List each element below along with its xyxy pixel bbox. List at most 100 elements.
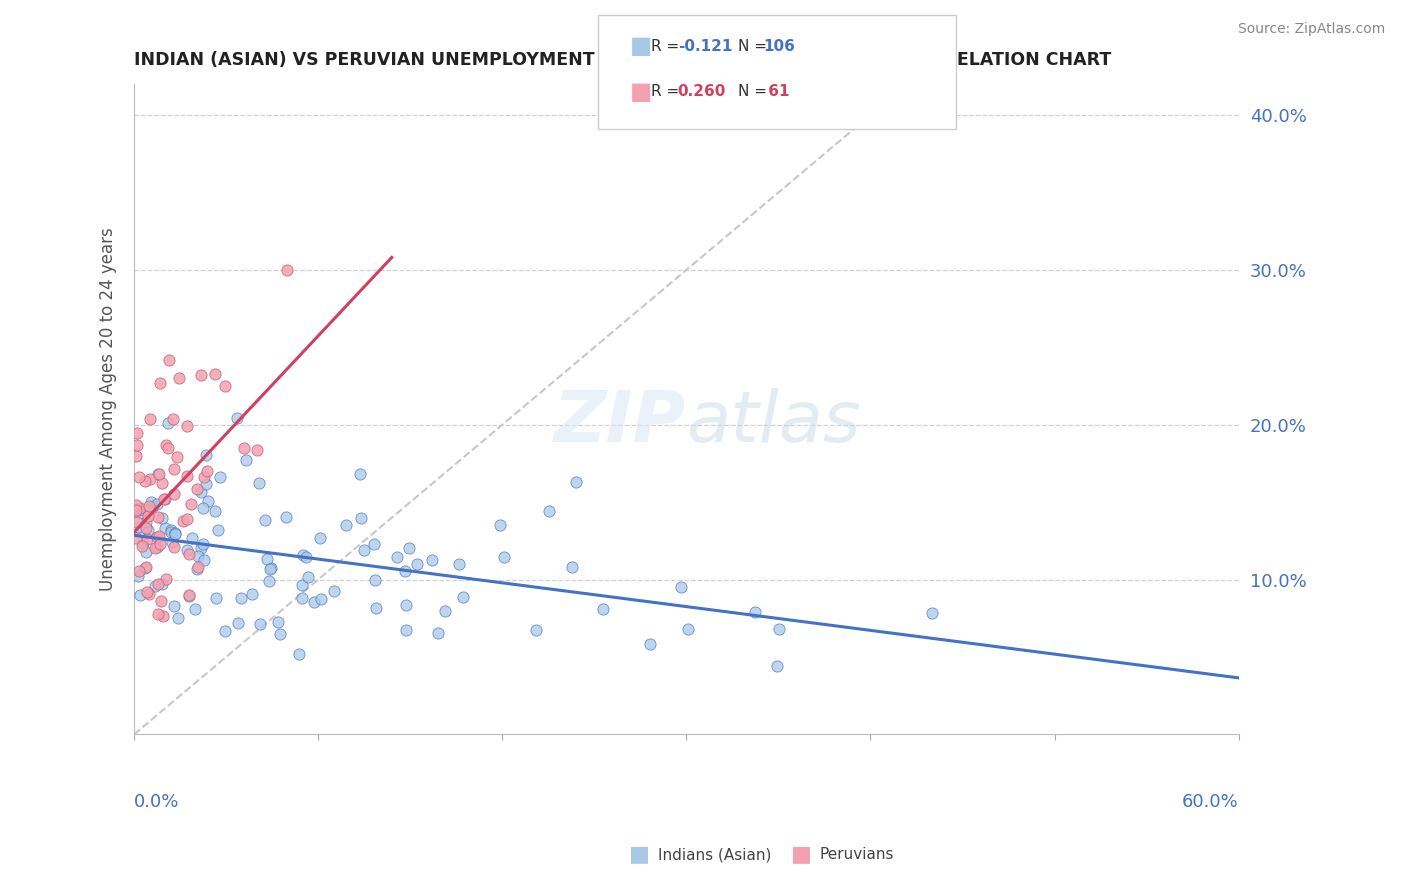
Point [561,559,583,574]
Point [302,595,325,609]
Point [148,467,170,481]
Point [406,557,429,571]
Point [291,591,314,606]
Point [132,536,155,550]
Point [291,577,314,591]
Point [744,605,766,619]
Point [226,615,249,630]
Point [676,622,699,636]
Point [190,541,212,555]
Point [193,553,215,567]
Point [176,469,198,483]
Point [209,470,232,484]
Point [349,467,371,481]
Point [125,503,148,517]
Point [309,531,332,545]
Point [136,585,159,599]
Point [176,512,198,526]
Point [363,537,385,551]
Point [172,514,194,528]
Point [394,624,416,638]
Point [128,564,150,578]
Point [125,531,148,545]
Text: ■: ■ [630,845,650,864]
Text: Source: ZipAtlas.com: Source: ZipAtlas.com [1237,22,1385,37]
Y-axis label: Unemployment Among Ages 20 to 24 years: Unemployment Among Ages 20 to 24 years [100,227,117,591]
Point [197,494,219,508]
Point [166,450,188,465]
Point [204,504,226,518]
Point [131,539,153,553]
Point [422,552,444,566]
Point [136,523,159,537]
Point [186,482,208,496]
Point [235,453,257,467]
Point [163,462,186,476]
Point [190,368,212,382]
Point [190,484,212,499]
Point [489,517,512,532]
Point [335,518,357,533]
Point [127,516,149,530]
Point [125,438,148,452]
Point [225,410,247,425]
Point [134,475,156,489]
Point [257,574,280,588]
Point [146,541,169,555]
Text: ■: ■ [630,80,652,103]
Point [150,475,173,490]
Point [135,545,157,559]
Text: 60.0%: 60.0% [1182,793,1239,811]
Point [274,509,297,524]
Text: ZIP: ZIP [554,388,686,457]
Point [191,536,214,550]
Point [152,608,174,623]
Point [269,627,291,641]
Text: INDIAN (ASIAN) VS PERUVIAN UNEMPLOYMENT AMONG AGES 20 TO 24 YEARS CORRELATION CH: INDIAN (ASIAN) VS PERUVIAN UNEMPLOYMENT … [134,51,1111,69]
Point [163,525,186,540]
Point [129,506,152,520]
Point [451,590,474,604]
Point [214,378,236,392]
Point [135,532,157,546]
Point [193,470,215,484]
Point [136,503,159,517]
Point [249,617,271,632]
Point [177,547,200,561]
Point [155,437,177,451]
Point [146,467,169,481]
Point [195,464,218,478]
Point [565,475,588,489]
Point [160,534,183,549]
Point [494,549,516,564]
Point [157,416,180,430]
Point [157,352,180,367]
Point [260,561,283,575]
Point [427,626,450,640]
Point [162,412,184,426]
Point [139,495,162,509]
Point [152,492,174,507]
Text: 0.260: 0.260 [678,85,725,99]
Point [146,509,169,524]
Point [155,572,177,586]
Point [127,569,149,583]
Point [125,499,148,513]
Point [447,558,470,572]
Point [128,503,150,517]
Point [387,549,409,564]
Point [191,500,214,515]
Point [136,508,159,523]
Point [177,588,200,602]
Point [524,623,547,637]
Text: 106: 106 [763,39,796,54]
Point [768,623,790,637]
Point [187,560,209,574]
Point [295,550,318,565]
Point [150,511,173,525]
Point [259,562,281,576]
Text: atlas: atlas [686,388,860,457]
Point [139,412,162,426]
Point [163,599,186,614]
Point [297,570,319,584]
